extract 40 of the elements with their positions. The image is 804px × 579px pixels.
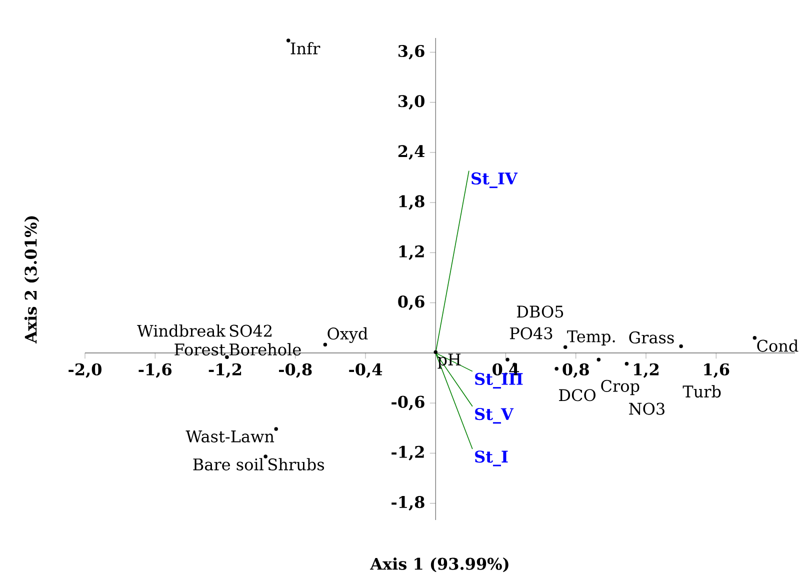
annotation: Borehole (229, 343, 301, 356)
y-tick-label: 3,0 (398, 95, 424, 110)
annotation: Oxyd (328, 327, 368, 343)
y-tick-label: -0,6 (392, 396, 424, 410)
x-axis-title: Axis 1 (93.99%) (370, 558, 508, 572)
series-label: St_IV (472, 172, 518, 188)
y-tick-label: 1,2 (399, 245, 424, 260)
annotation: Grass (629, 331, 674, 344)
x-tick-label: -2,0 (68, 363, 102, 378)
annotation: Shrubs (268, 458, 324, 470)
annotation: Wast-Lawn (186, 430, 274, 442)
x-tick-label: -1,2 (208, 363, 242, 378)
annotation: Turb (682, 385, 721, 398)
x-tick-label: -0,8 (278, 363, 312, 378)
annotation: DBO5 (516, 306, 564, 318)
annotation: SO42 (230, 324, 272, 337)
annotation: Forest (174, 344, 226, 356)
y-tick-label: 2,4 (398, 145, 425, 160)
y-tick-label: 3,6 (398, 44, 424, 60)
x-tick-label: -0,4 (349, 363, 382, 378)
annotation: PO43 (510, 327, 552, 340)
x-tick-label: 0,8 (562, 363, 589, 378)
annotation: Temp. (567, 330, 615, 346)
y-tick-label: 1,8 (399, 195, 424, 210)
series-label: St_I (475, 450, 508, 466)
x-tick-label: -1,6 (138, 363, 172, 378)
y-tick-label: 0,6 (398, 296, 424, 310)
y-tick-label: -1,8 (392, 496, 424, 511)
annotation: Windbreak (137, 324, 226, 337)
y-tick-label: -1,2 (392, 446, 424, 460)
x-tick-label: 1,6 (704, 363, 730, 378)
annotation: Bare soil (193, 458, 264, 470)
annotation: NO3 (629, 402, 664, 415)
annotation: Infr (290, 42, 320, 54)
annotation: Cond (757, 340, 798, 352)
y-axis-title: Axis 2 (3.01%) (24, 216, 40, 344)
x-tick-label: 1,2 (634, 363, 658, 378)
annotation: Crop (601, 380, 640, 396)
series-label: St_V (475, 408, 514, 424)
annotation: DCO (559, 389, 596, 402)
